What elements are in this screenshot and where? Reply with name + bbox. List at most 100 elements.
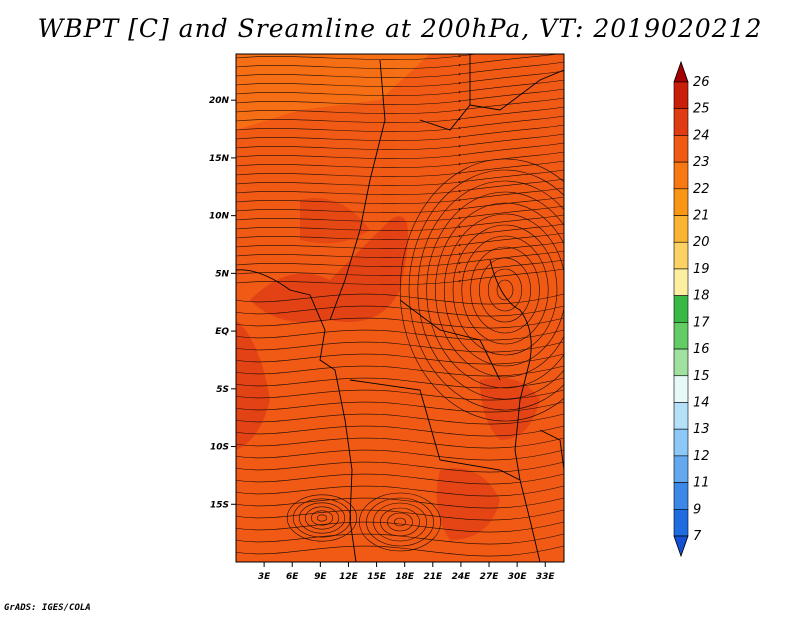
streamline bbox=[236, 461, 564, 473]
colorbar-label: 14 bbox=[693, 395, 710, 410]
streamline bbox=[236, 389, 564, 401]
lat-tick-label: 10S bbox=[210, 443, 229, 453]
streamline bbox=[236, 97, 564, 114]
streamline bbox=[236, 124, 564, 141]
lat-tick-label: EQ bbox=[215, 327, 229, 337]
chart-title: WBPT [C] and Sreamline at 200hPa, VT: 20… bbox=[37, 14, 763, 43]
colorbar-label: 25 bbox=[693, 102, 710, 117]
streamline bbox=[236, 521, 564, 533]
lat-tick-label: 10N bbox=[209, 212, 230, 222]
lat-tick-label: 15S bbox=[210, 500, 229, 510]
streamline bbox=[304, 506, 340, 530]
streamline bbox=[236, 79, 564, 96]
streamline bbox=[236, 377, 564, 389]
colorbar-label: 18 bbox=[693, 289, 710, 304]
streamline bbox=[426, 191, 564, 389]
map-frame bbox=[235, 53, 565, 563]
streamline bbox=[310, 510, 334, 526]
colorbar-top-arrow bbox=[673, 60, 689, 83]
lon-axis: 3E 6E 9E 12E 15E 18E 21E 24E 27E 30E 33E bbox=[258, 562, 556, 582]
streamline bbox=[236, 437, 564, 449]
streamline bbox=[236, 485, 564, 497]
colorbar-swatch bbox=[673, 428, 689, 457]
streamline bbox=[394, 517, 406, 527]
colorbar-swatch bbox=[673, 135, 689, 163]
streamline bbox=[236, 54, 560, 69]
colorbar-label: 22 bbox=[693, 182, 710, 197]
colorbar-label: 9 bbox=[693, 502, 701, 517]
streamline bbox=[236, 425, 564, 437]
lon-tick-label: 18E bbox=[395, 572, 415, 582]
streamline bbox=[236, 115, 564, 132]
colorbar: 26 25 24 23 22 21 20 19 18 17 16 15 14 13 12 11 9 7 bbox=[673, 60, 710, 558]
lon-tick-label: 6E bbox=[286, 572, 299, 582]
colorbar-bottom-arrow bbox=[673, 535, 689, 558]
streamline bbox=[236, 259, 564, 276]
colorbar-swatch bbox=[673, 241, 689, 270]
streamline bbox=[399, 158, 564, 422]
colorbar-label: 13 bbox=[693, 422, 710, 437]
colorbar-swatch bbox=[673, 375, 689, 403]
streamline bbox=[292, 498, 352, 538]
colorbar-label: 26 bbox=[693, 75, 710, 90]
streamline bbox=[236, 88, 564, 105]
colorbar-label: 7 bbox=[693, 529, 702, 544]
streamline bbox=[470, 246, 540, 334]
streamline bbox=[236, 317, 564, 329]
lon-tick-label: 27E bbox=[480, 572, 500, 582]
lon-tick-label: 15E bbox=[367, 572, 387, 582]
streamline bbox=[236, 413, 564, 425]
colorbar-swatch bbox=[673, 402, 689, 430]
streamline bbox=[236, 353, 564, 365]
colorbar-swatch bbox=[673, 348, 689, 377]
colorbar-swatch bbox=[673, 295, 689, 323]
streamline bbox=[236, 305, 564, 317]
streamline bbox=[236, 341, 564, 353]
wbpt-field bbox=[236, 54, 564, 562]
streamline bbox=[316, 514, 328, 522]
colorbar-label: 12 bbox=[693, 449, 710, 464]
lon-tick-label: 9E bbox=[314, 572, 327, 582]
streamline bbox=[236, 509, 564, 521]
streamline bbox=[236, 268, 564, 285]
streamline bbox=[443, 213, 564, 367]
streamline bbox=[236, 54, 479, 60]
streamline bbox=[298, 502, 346, 534]
streamline bbox=[236, 232, 564, 249]
colorbar-label: 11 bbox=[693, 476, 710, 491]
streamline bbox=[496, 279, 514, 301]
credit-label: GrADS: IGES/COLA bbox=[4, 603, 91, 613]
colorbar-swatch bbox=[673, 81, 689, 110]
streamline bbox=[408, 169, 564, 411]
lon-tick-label: 24E bbox=[452, 572, 472, 582]
colorbar-label: 20 bbox=[693, 235, 710, 250]
streamline bbox=[236, 106, 564, 123]
lon-tick-label: 30E bbox=[508, 572, 528, 582]
streamline bbox=[236, 214, 564, 231]
colorbar-swatch bbox=[673, 482, 689, 510]
streamline bbox=[236, 160, 564, 177]
streamline bbox=[366, 497, 434, 547]
colorbar-swatch bbox=[673, 215, 689, 243]
colorbar-label: 24 bbox=[693, 128, 710, 143]
streamline bbox=[373, 502, 427, 542]
streamline bbox=[236, 449, 564, 461]
colorbar-swatch bbox=[673, 455, 689, 483]
lat-tick-label: 5S bbox=[216, 385, 229, 395]
streamline bbox=[236, 151, 564, 168]
colorbar-label: 19 bbox=[693, 262, 710, 277]
streamline bbox=[487, 268, 523, 312]
streamline bbox=[236, 473, 564, 485]
lat-tick-label: 20N bbox=[209, 96, 230, 106]
lat-tick-label: 15N bbox=[209, 154, 230, 164]
streamline bbox=[236, 169, 564, 186]
streamline bbox=[236, 223, 564, 240]
streamline bbox=[236, 250, 564, 267]
streamline bbox=[380, 507, 420, 537]
colorbar-label: 15 bbox=[693, 369, 710, 384]
lon-tick-label: 33E bbox=[536, 572, 556, 582]
colorbar-swatch bbox=[673, 108, 689, 136]
colorbar-swatch bbox=[673, 268, 689, 296]
streamline bbox=[236, 205, 564, 222]
